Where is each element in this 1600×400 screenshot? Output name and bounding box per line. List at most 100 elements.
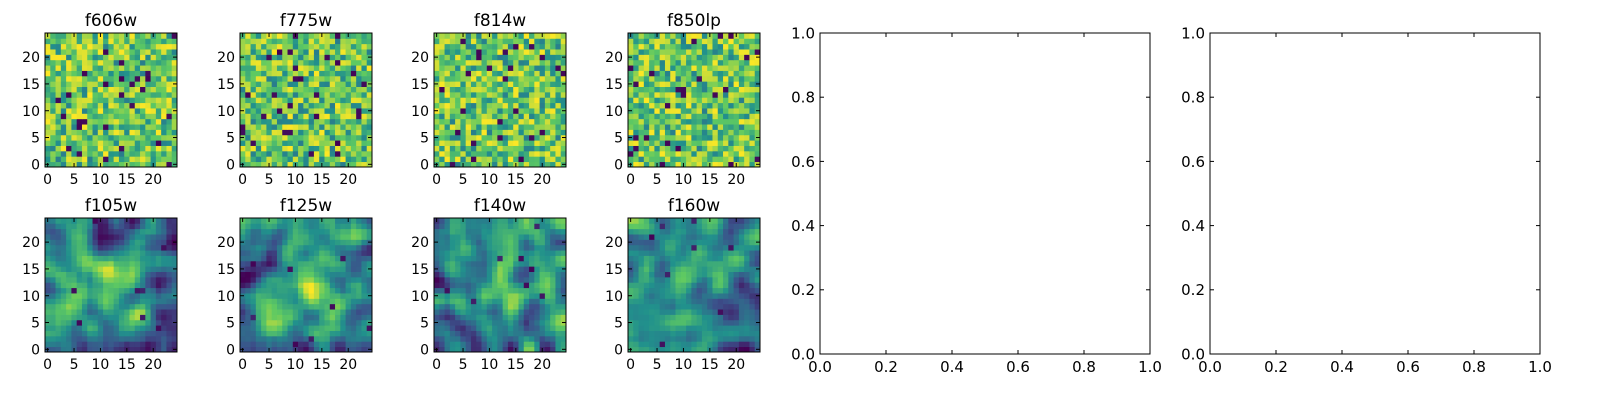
heatmap-cell [539,113,546,120]
heatmap-cell [155,314,162,321]
heatmap-cell [113,218,120,224]
heatmap-cell [287,341,294,348]
heatmap-cell [313,218,320,224]
heatmap-cell [171,309,178,315]
heatmap-cell [670,156,676,163]
heatmap-cell [282,239,288,246]
heatmap-cell [439,156,445,163]
heatmap-cell [292,75,299,82]
x-tick-label: 15 [507,172,525,188]
heatmap-cell [497,91,504,98]
heatmap-cell [633,150,639,157]
heatmap-cell [628,97,634,104]
heatmap-cell [560,86,567,93]
heatmap-cell [97,124,104,130]
heatmap-cell [140,314,146,321]
heatmap-cell [292,309,299,315]
heatmap-cell [633,335,639,342]
heatmap-cell [240,140,246,146]
heatmap-cell [449,255,456,262]
heatmap-cell [140,287,146,294]
heatmap-cell [544,319,551,326]
heatmap-cell [124,59,130,66]
heatmap-cell [470,271,477,278]
heatmap-cell [560,43,567,50]
heatmap-cell [749,150,756,157]
heatmap-cell [329,124,336,130]
heatmap-cell [155,59,162,66]
heatmap-cell [71,59,78,66]
heatmap-cell [292,266,299,272]
heatmap-cell [539,314,546,321]
heatmap-cell [335,75,341,82]
heatmap-cell [449,314,456,321]
heatmap-cell [633,330,639,337]
heatmap-cell [465,309,472,315]
heatmap-cell [81,341,88,348]
heatmap-cell [103,129,109,136]
heatmap-cell [45,314,51,321]
heatmap-cell [287,303,294,310]
heatmap-cell [550,43,556,50]
heatmap-cell [329,49,336,55]
heatmap-cell [361,282,368,289]
heatmap-cell [303,124,310,130]
heatmap-cell [444,134,451,141]
heatmap-cell [155,118,162,125]
heatmap-cell [129,134,136,141]
heatmap-cell [544,102,551,109]
heatmap-cell [45,282,51,289]
heatmap-cell [150,287,157,294]
heatmap-cell [502,255,509,262]
heatmap-cell [749,145,756,152]
heatmap-cell [707,145,713,152]
heatmap-cell [113,303,120,310]
heatmap-cell [361,244,368,251]
heatmap-cell [71,314,78,321]
heatmap-cell [502,91,509,98]
heatmap-cell [255,97,262,104]
heatmap-cell [166,33,173,39]
heatmap-cell [87,38,93,45]
heatmap-cell [303,319,310,326]
y-tick-label: 5 [226,316,235,332]
heatmap-cell [749,129,756,136]
heatmap-cell [465,325,472,331]
heatmap-cell [518,75,525,82]
heatmap-cell [439,38,445,45]
heatmap-cell [555,70,562,77]
heatmap-cell [633,91,639,98]
heatmap-cell [298,70,304,77]
heatmap-cell [434,124,440,130]
heatmap-cell [60,65,67,71]
heatmap-cell [97,156,104,163]
heatmap-cell [717,346,724,353]
heatmap-cell [555,134,562,141]
heatmap-cell [717,49,724,55]
heatmap-cell [643,346,650,353]
heatmap-cell [124,282,130,289]
heatmap-cell [324,250,331,256]
heatmap-cell [744,330,750,337]
heatmap-cell [539,244,546,251]
heatmap-cell [649,38,655,45]
x-tick-label: 5 [70,357,79,373]
heatmap-cell [550,91,556,98]
heatmap-cell [266,86,273,93]
heatmap-cell [92,244,99,251]
heatmap-cell [50,113,56,120]
heatmap-cell [507,70,514,77]
heatmap-cell [171,330,178,337]
heatmap-cell [523,223,530,230]
heatmap-cell [92,65,99,71]
heatmap-cell [240,287,246,294]
heatmap-cell [255,86,262,93]
heatmap-cell [465,43,472,50]
heatmap-cell [60,81,67,87]
heatmap-cell [92,81,99,87]
heatmap-cell [345,108,352,114]
heatmap-cell [282,234,288,240]
heatmap-cell [276,150,283,157]
heatmap-cell [664,65,671,71]
heatmap-cell [534,33,540,39]
